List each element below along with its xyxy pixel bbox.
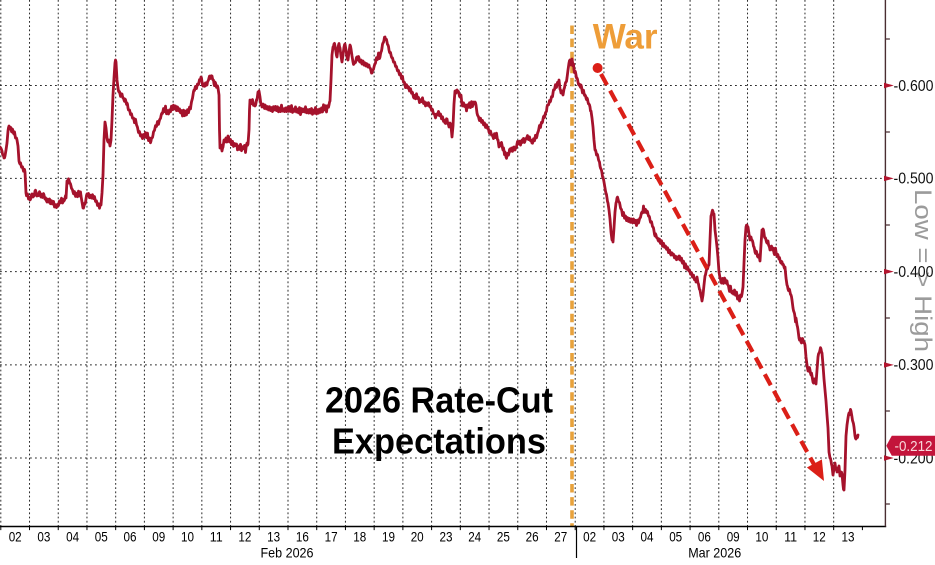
svg-text:02: 02 [583,529,596,545]
svg-text:-0.212: -0.212 [895,438,933,455]
svg-text:16: 16 [296,529,309,545]
svg-text:06: 06 [698,529,711,545]
svg-text:27: 27 [554,529,567,545]
svg-text:13: 13 [267,529,280,545]
svg-text:10: 10 [755,529,768,545]
svg-text:Feb 2026: Feb 2026 [261,545,314,561]
svg-text:18: 18 [353,529,366,545]
svg-text:Low = > High: Low = > High [909,189,935,352]
svg-text:09: 09 [727,529,740,545]
svg-text:War: War [593,18,658,57]
svg-text:-0.600: -0.600 [894,78,934,95]
svg-text:06: 06 [124,529,137,545]
svg-text:11: 11 [210,529,223,545]
svg-text:-0.500: -0.500 [894,171,934,188]
svg-text:25: 25 [497,529,510,545]
svg-text:Expectations: Expectations [332,421,546,462]
svg-text:04: 04 [641,529,654,545]
svg-text:03: 03 [612,529,625,545]
svg-text:Mar 2026: Mar 2026 [688,545,741,561]
svg-text:-0.300: -0.300 [894,357,934,374]
svg-text:11: 11 [784,529,797,545]
svg-text:03: 03 [37,529,50,545]
svg-text:05: 05 [669,529,682,545]
svg-text:02: 02 [9,529,22,545]
svg-text:12: 12 [238,529,251,545]
svg-text:17: 17 [325,529,338,545]
svg-text:2026 Rate-Cut: 2026 Rate-Cut [325,379,553,420]
svg-text:26: 26 [526,529,539,545]
svg-text:12: 12 [813,529,826,545]
svg-text:10: 10 [181,529,194,545]
svg-text:05: 05 [95,529,108,545]
svg-text:-0.400: -0.400 [894,264,934,281]
svg-text:13: 13 [842,529,855,545]
svg-text:19: 19 [382,529,395,545]
svg-text:23: 23 [440,529,453,545]
svg-text:04: 04 [66,529,79,545]
svg-text:09: 09 [152,529,165,545]
svg-text:24: 24 [468,529,481,545]
svg-text:20: 20 [411,529,424,545]
